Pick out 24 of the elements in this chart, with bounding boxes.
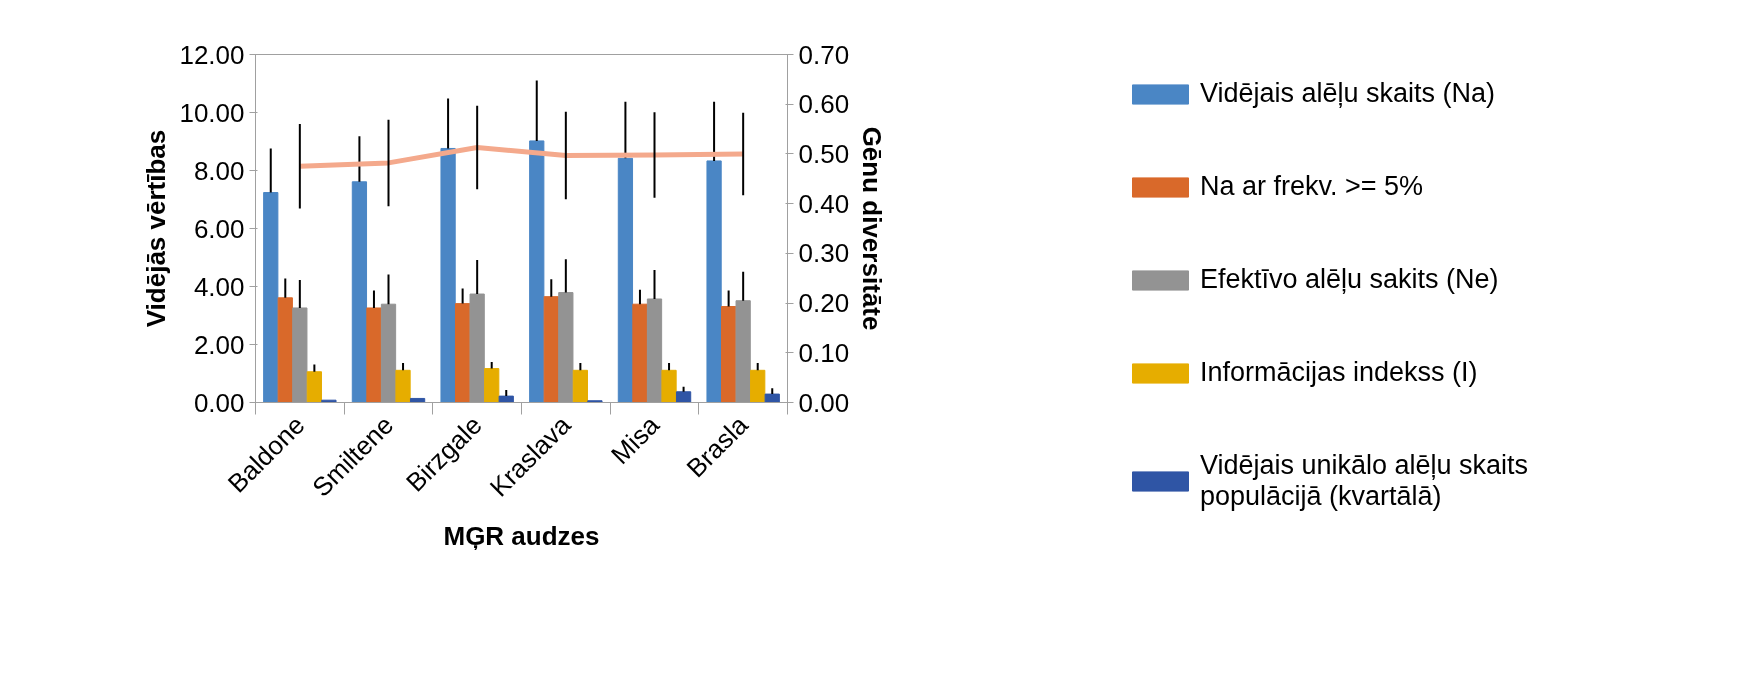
x-axis-title: MĢR audzes bbox=[443, 521, 600, 552]
y2-tick-label: 0.20 bbox=[798, 288, 850, 319]
x-tick-label: Misa bbox=[605, 409, 666, 470]
y2-tick-label: 0.40 bbox=[798, 188, 850, 219]
y2-tick-label: 0.30 bbox=[798, 238, 850, 269]
y-tick-label: 4.00 bbox=[193, 271, 245, 302]
y2-axis-title: Gēnu diversitāte bbox=[857, 126, 888, 331]
y-tick-label: 2.00 bbox=[193, 329, 245, 360]
legend-label: Vidējais alēļu skaits (Na) bbox=[1199, 78, 1496, 109]
y-axis-title: Vidējās vērtības bbox=[141, 129, 172, 328]
y2-tick-label: 0.00 bbox=[798, 387, 850, 418]
y-tick-label: 8.00 bbox=[193, 155, 245, 186]
legend-label: Efektīvo alēļu sakits (Ne) bbox=[1199, 264, 1499, 295]
legend-label: Informācijas indekss (I) bbox=[1199, 357, 1478, 388]
y-tick-label: 12.00 bbox=[179, 39, 245, 70]
y2-tick-label: 0.60 bbox=[798, 89, 850, 120]
y-tick-label: 6.00 bbox=[193, 213, 245, 244]
legend-label: Vidējais unikālo alēļu skaits populācijā (kvartālā) bbox=[1199, 450, 1529, 512]
legend-label: Na ar frekv. >= 5% bbox=[1199, 171, 1423, 202]
y2-tick-label: 0.10 bbox=[798, 337, 850, 368]
y-tick-label: 0.00 bbox=[193, 387, 245, 418]
y2-tick-label: 0.50 bbox=[798, 138, 850, 169]
y-tick-label: 10.00 bbox=[179, 97, 245, 128]
y2-tick-label: 0.70 bbox=[798, 39, 850, 70]
